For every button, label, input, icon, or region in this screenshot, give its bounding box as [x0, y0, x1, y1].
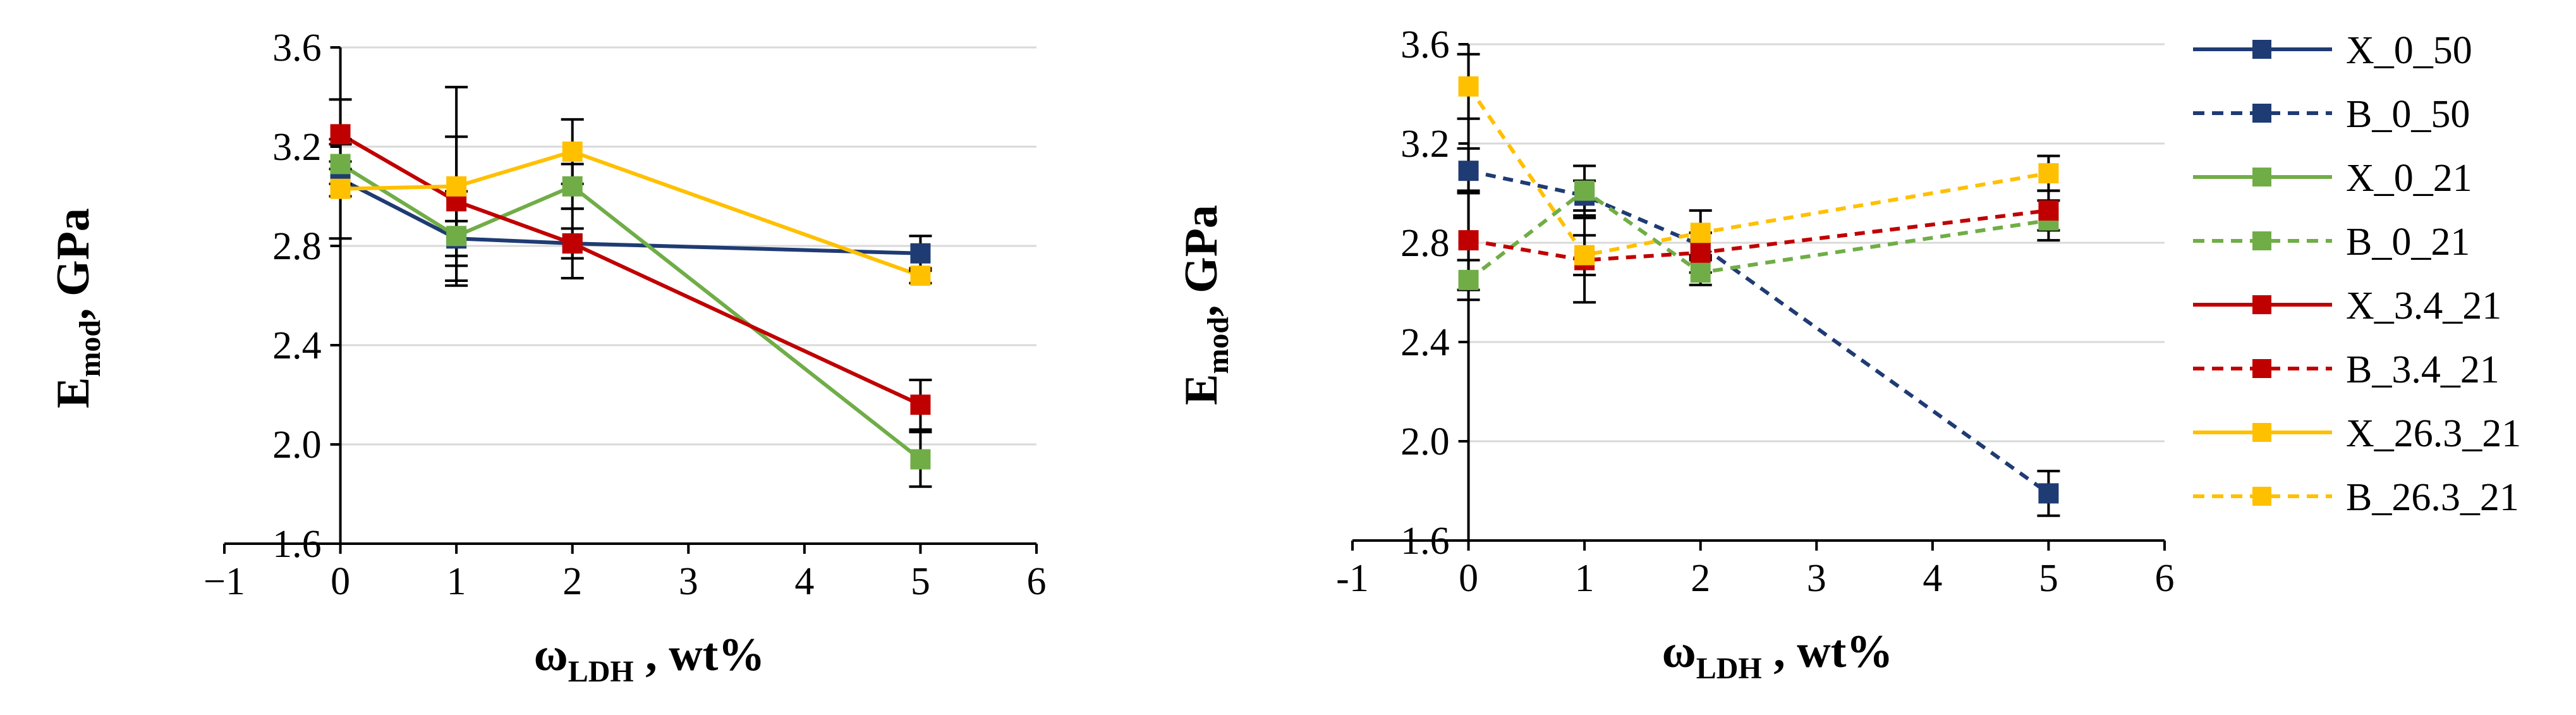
x-tick-label: 6 — [1027, 560, 1047, 603]
y-tick-label: 2.8 — [272, 225, 322, 268]
data-point-x-26-3-21 — [330, 178, 351, 199]
legend-marker-x-0-21 — [2252, 168, 2271, 186]
legend-marker-b-3-4-21 — [2252, 359, 2271, 378]
data-point-b-26-3-21 — [1458, 76, 1479, 97]
legend-marker-x-0-50 — [2252, 40, 2271, 59]
legend-label-x-0-21: X_0_21 — [2346, 157, 2472, 200]
legend-label-x-3-4-21: X_3.4_21 — [2346, 284, 2501, 327]
x-tick-label: 0 — [1459, 557, 1478, 600]
legend-label-b-0-21: B_0_21 — [2346, 221, 2470, 264]
y-tick-label: 2.8 — [1400, 222, 1450, 265]
data-point-x-0-21 — [562, 176, 583, 197]
data-point-x-3-4-21 — [910, 394, 931, 415]
x-axis-title-main: ω — [534, 629, 568, 681]
data-point-b-0-21 — [1690, 262, 1711, 283]
data-point-x-0-21 — [910, 449, 931, 470]
x-tick-label: 5 — [2039, 557, 2058, 600]
y-tick-label: 2.4 — [272, 324, 322, 367]
series-line-x-3-4-21 — [339, 132, 921, 406]
x-tick-label: 2 — [562, 560, 582, 603]
x-tick-label: 5 — [911, 560, 930, 603]
data-point-x-0-21 — [330, 154, 351, 174]
y-tick-label: 2.4 — [1400, 321, 1450, 364]
data-point-b-3-4-21 — [1458, 230, 1479, 251]
legend-label-b-0-50: B_0_50 — [2346, 93, 2470, 136]
y-tick-label: 1.6 — [272, 523, 322, 566]
data-point-x-26-3-21 — [446, 176, 467, 197]
series-line-b-0-21 — [1467, 188, 2049, 282]
x-tick-label: 3 — [1807, 557, 1826, 600]
data-point-b-0-21 — [1458, 269, 1479, 290]
y-axis-title-sub: mod — [1201, 317, 1235, 374]
x-tick-label: −1 — [204, 560, 245, 603]
y-tick-label: 3.6 — [272, 27, 322, 70]
x-tick-label: 1 — [1575, 557, 1595, 600]
data-point-b-26-3-21 — [1574, 245, 1595, 266]
x-axis-title-main: ω — [1662, 626, 1696, 678]
x-tick-label: 4 — [794, 560, 814, 603]
y-tick-label: 3.2 — [1400, 123, 1450, 166]
x-tick-label: 0 — [331, 560, 350, 603]
data-point-x-3-4-21 — [330, 124, 351, 145]
data-point-b-0-50 — [1458, 161, 1479, 181]
legend: X_0_50 B_0_50 X_0_21 B_0_21 X_3.4_21 B_3.4_21… — [2193, 29, 2521, 519]
x-axis-title: ωLDH , wt% — [534, 629, 765, 688]
data-point-x-26-3-21 — [562, 141, 583, 162]
right-chart: -1 0 1 2 3 4 5 6 1.6 2.0 2.4 2.8 3.2 3.6 ωLDH , wt% Emo… — [1176, 23, 2175, 685]
x-tick-label: 3 — [679, 560, 698, 603]
data-point-b-26-3-21 — [1690, 223, 1711, 243]
legend-label-b-26-3-21: B_26.3_21 — [2346, 476, 2519, 519]
data-point-b-3-4-21 — [1690, 242, 1711, 263]
y-axis-title: Emod, GPa — [1176, 205, 1235, 405]
data-point-b-0-50 — [2038, 483, 2059, 504]
legend-label-x-26-3-21: X_26.3_21 — [2346, 412, 2521, 455]
series-line-b-0-50 — [1467, 169, 2050, 495]
legend-label-b-3-4-21: B_3.4_21 — [2346, 348, 2500, 391]
legend-marker-x-3-4-21 — [2252, 295, 2271, 314]
legend-marker-x-26-3-21 — [2252, 423, 2271, 442]
series-line-x-26-3-21 — [340, 149, 921, 278]
x-axis-title-unit: , wt% — [1762, 626, 1893, 678]
data-point-x-0-21 — [446, 226, 467, 247]
legend-label-x-0-50: X_0_50 — [2346, 29, 2472, 72]
x-tick-label: 1 — [447, 560, 466, 603]
series-line-b-3-4-21 — [1468, 208, 2049, 262]
x-axis-title: ωLDH , wt% — [1662, 626, 1893, 685]
y-tick-label: 2.0 — [1400, 420, 1450, 463]
left-chart: −1 0 1 2 3 4 5 6 1.6 2.0 2.4 2.8 3.2 3.6 ωLDH , wt% Emo… — [47, 27, 1047, 688]
y-axis-title-unit: , GPa — [1176, 205, 1227, 317]
y-tick-label: 1.6 — [1400, 520, 1450, 563]
x-tick-label: 6 — [2155, 557, 2175, 600]
legend-marker-b-0-21 — [2252, 231, 2271, 250]
y-axis-title-unit: , GPa — [47, 208, 99, 320]
y-tick-label: 3.6 — [1400, 23, 1450, 66]
y-tick-label: 3.2 — [272, 126, 322, 169]
y-axis-title-main: E — [47, 377, 99, 408]
x-tick-label: -1 — [1336, 557, 1369, 600]
data-point-b-26-3-21 — [2038, 163, 2059, 184]
legend-marker-b-0-50 — [2252, 104, 2271, 123]
y-axis-title: Emod, GPa — [47, 208, 107, 408]
y-axis-title-main: E — [1176, 374, 1227, 405]
data-point-b-3-4-21 — [2038, 200, 2059, 221]
data-point-b-0-21 — [1574, 180, 1595, 201]
data-point-x-3-4-21 — [562, 233, 583, 254]
x-axis-title-unit: , wt% — [634, 629, 765, 681]
y-tick-label: 2.0 — [272, 424, 322, 467]
x-axis-title-sub: LDH — [568, 655, 634, 688]
series-line-x-0-21 — [339, 162, 922, 461]
x-tick-label: 2 — [1691, 557, 1710, 600]
x-tick-label: 4 — [1923, 557, 1942, 600]
x-axis-title-sub: LDH — [1696, 652, 1762, 685]
data-point-x-0-50 — [910, 243, 931, 264]
data-point-x-26-3-21 — [910, 266, 931, 286]
y-axis-title-sub: mod — [73, 320, 107, 377]
legend-marker-b-26-3-21 — [2252, 487, 2271, 506]
series-line-b-26-3-21 — [1467, 85, 2049, 257]
series-line-x-0-50 — [339, 177, 921, 255]
